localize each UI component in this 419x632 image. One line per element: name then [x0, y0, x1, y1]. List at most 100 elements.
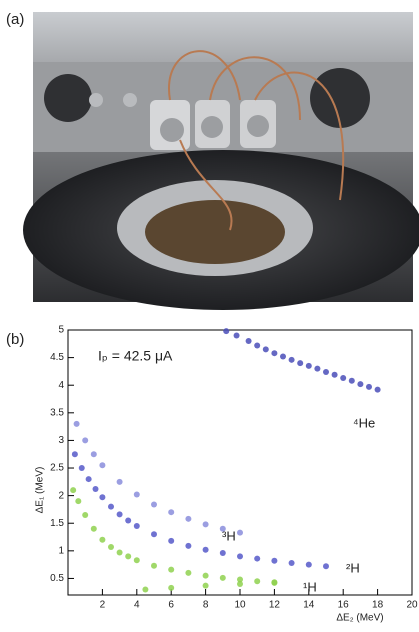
- point: [142, 586, 149, 593]
- point: [116, 511, 123, 518]
- point: [254, 578, 261, 585]
- point: [90, 451, 97, 458]
- point: [323, 563, 329, 570]
- point: [108, 543, 114, 550]
- x-tick-label: 14: [303, 600, 315, 611]
- point: [133, 491, 140, 498]
- y-tick-label: 4: [58, 380, 64, 391]
- x-tick-label: 2: [100, 600, 106, 611]
- annotation: ²H: [346, 560, 360, 575]
- point: [151, 562, 157, 569]
- point: [233, 332, 240, 339]
- point: [133, 557, 140, 564]
- point: [99, 494, 106, 501]
- y-tick-label: 2.5: [50, 463, 64, 474]
- point: [125, 517, 132, 524]
- point: [92, 486, 99, 492]
- x-tick-label: 4: [134, 600, 140, 611]
- point: [185, 515, 192, 522]
- annotation: Iₚ = 42.5 μA: [98, 348, 173, 364]
- point: [254, 555, 261, 562]
- x-tick-label: 10: [234, 600, 246, 611]
- y-tick-label: 1.5: [50, 518, 64, 529]
- point: [75, 498, 82, 505]
- point: [125, 553, 132, 560]
- point: [151, 501, 157, 508]
- point: [305, 362, 312, 369]
- point: [357, 381, 364, 388]
- point: [323, 368, 329, 375]
- point: [168, 566, 175, 573]
- x-tick-label: 18: [372, 600, 384, 611]
- point: [78, 465, 85, 472]
- point: [314, 365, 321, 372]
- point: [202, 546, 209, 553]
- point: [366, 383, 372, 390]
- point: [223, 328, 230, 335]
- y-tick-label: 4.5: [50, 352, 64, 363]
- annotation: ¹H: [303, 579, 317, 594]
- point: [331, 371, 338, 378]
- point: [237, 553, 243, 560]
- point: [237, 529, 243, 536]
- x-tick-label: 12: [269, 600, 281, 611]
- y-axis-label: ΔE₁ (MeV): [35, 467, 46, 514]
- point: [305, 561, 312, 568]
- y-tick-label: 3: [58, 435, 64, 446]
- point: [219, 574, 226, 581]
- point: [202, 582, 209, 589]
- y-tick-label: 0.5: [50, 573, 64, 584]
- point: [99, 462, 106, 469]
- point: [254, 342, 261, 349]
- point: [245, 338, 252, 345]
- point: [168, 509, 175, 516]
- point: [340, 375, 347, 382]
- point: [85, 476, 92, 483]
- point: [348, 377, 355, 384]
- point: [71, 451, 78, 458]
- point: [288, 356, 295, 363]
- y-tick-label: 3.5: [50, 407, 64, 418]
- point: [262, 346, 269, 353]
- point: [185, 569, 192, 576]
- point: [82, 437, 89, 444]
- point: [73, 420, 80, 427]
- point: [219, 525, 226, 532]
- point: [99, 536, 106, 543]
- point: [271, 579, 278, 586]
- point: [168, 584, 175, 591]
- point: [288, 559, 295, 566]
- photo: [23, 12, 419, 310]
- point: [70, 487, 77, 494]
- annotation: ⁴He: [353, 415, 375, 430]
- panel-label: (a): [6, 11, 24, 28]
- x-tick-label: 16: [338, 600, 350, 611]
- x-axis-label: ΔE₂ (MeV): [336, 613, 383, 624]
- point: [116, 478, 123, 485]
- y-tick-label: 5: [58, 325, 64, 336]
- panel-label: (b): [6, 331, 24, 348]
- x-tick-label: 6: [168, 600, 174, 611]
- x-tick-label: 20: [406, 600, 418, 611]
- y-tick-label: 1: [58, 545, 64, 556]
- point: [271, 557, 278, 564]
- point: [237, 576, 243, 583]
- point: [297, 360, 304, 367]
- y-tick-label: 2: [58, 490, 64, 501]
- point: [237, 580, 243, 587]
- point: [271, 350, 278, 357]
- x-tick-label: 8: [203, 600, 209, 611]
- point: [133, 522, 140, 529]
- point: [108, 503, 114, 510]
- point: [280, 353, 286, 360]
- point: [219, 550, 226, 557]
- point: [151, 531, 157, 538]
- point: [116, 549, 123, 556]
- point: [374, 386, 381, 393]
- point: [185, 542, 192, 549]
- point: [168, 537, 175, 544]
- point: [82, 511, 89, 518]
- plot-area: [67, 329, 413, 596]
- point: [202, 521, 209, 528]
